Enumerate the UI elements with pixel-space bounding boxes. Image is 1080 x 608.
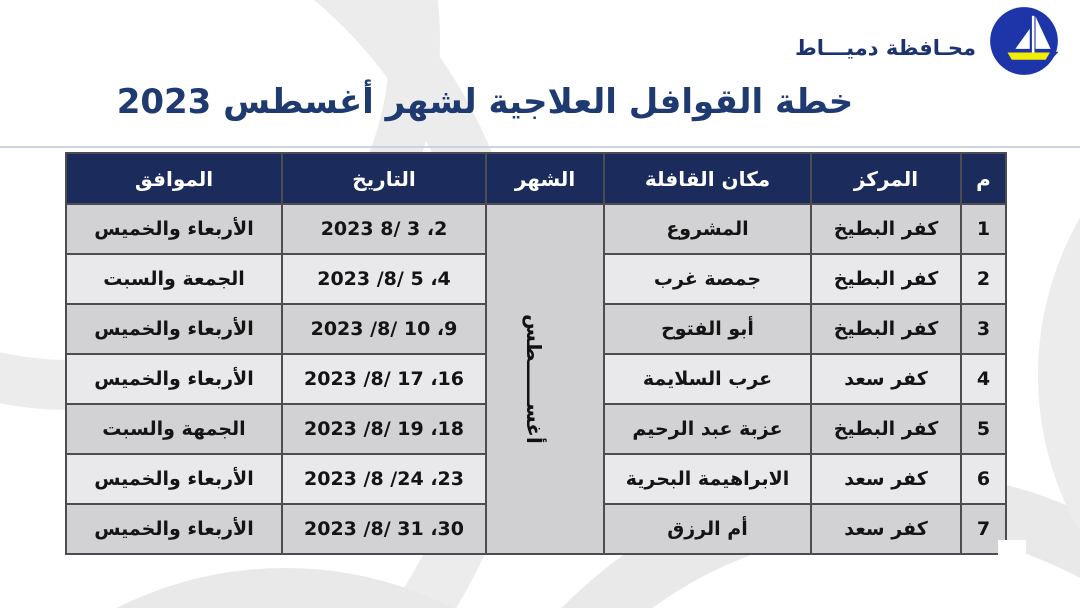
table-row: 4 كفر سعد عرب السلايمة 16، 17 /8/ 2023 ا… <box>65 353 1007 405</box>
cell-date: 16، 17 /8/ 2023 <box>281 353 487 405</box>
cell-date: 30، 31 /8/ 2023 <box>281 503 487 555</box>
page-title: خطة القوافل العلاجية لشهر أغسطس 2023 <box>116 82 854 122</box>
month-vertical-label: أغســــــطس <box>522 314 547 444</box>
cell-date: 2، 3 /8 2023 <box>281 203 487 255</box>
sailboat-logo-icon <box>990 7 1059 75</box>
table-row: 1 كفر البطيخ المشروع أغســــــطس 2، 3 /8… <box>65 203 1007 555</box>
cell-weekdays: الأربعاء والخميس <box>65 303 283 355</box>
cell-place: جمصة غرب <box>603 253 812 305</box>
header-number: م <box>960 152 1007 205</box>
governorate-name: محـافظة دميـــاط <box>794 36 976 60</box>
table-row: 7 كفر سعد أم الرزق 30، 31 /8/ 2023 الأرب… <box>65 503 1007 555</box>
cell-place: الابراهيمة البحرية <box>603 453 812 505</box>
governorate-brand: محـافظة دميـــاط <box>795 5 1060 77</box>
cell-weekdays: الجمعة والسبت <box>65 253 283 305</box>
cell-number: 4 <box>960 353 1007 405</box>
cell-weekdays: الأربعاء والخميس <box>65 453 283 505</box>
header-date: التاريخ <box>281 152 487 205</box>
cell-number: 1 <box>960 203 1007 255</box>
cell-weekdays: الأربعاء والخميس <box>65 353 283 405</box>
header-row: م المركز مكان القافلة الشهر التاريخ المو… <box>65 152 1007 205</box>
cell-center: كفر البطيخ <box>810 303 962 355</box>
scan-artifact-notch <box>998 540 1026 570</box>
cell-date: 9، 10 /8/ 2023 <box>281 303 487 355</box>
cell-weekdays: الجمهة والسبت <box>65 403 283 455</box>
convoy-schedule-table: م المركز مكان القافلة الشهر التاريخ المو… <box>65 152 1007 555</box>
cell-date: 4، 5 /8/ 2023 <box>281 253 487 305</box>
cell-center: كفر البطيخ <box>810 203 962 255</box>
cell-number: 5 <box>960 403 1007 455</box>
cell-center: كفر سعد <box>810 453 962 505</box>
cell-weekdays: الأربعاء والخميس <box>65 203 283 255</box>
cell-date: 18، 19 /8/ 2023 <box>281 403 487 455</box>
table-row: 2 كفر البطيخ جمصة غرب 4، 5 /8/ 2023 الجم… <box>65 253 1007 305</box>
cell-center: كفر سعد <box>810 503 962 555</box>
cell-number: 6 <box>960 453 1007 505</box>
cell-place: أبو الفتوح <box>603 303 812 355</box>
cell-place: عزبة عبد الرحيم <box>603 403 812 455</box>
header-month: الشهر <box>485 152 605 205</box>
cell-number: 3 <box>960 303 1007 355</box>
table-row: 6 كفر سعد الابراهيمة البحرية 23، 24/ 8/ … <box>65 453 1007 505</box>
title-divider <box>0 146 1080 148</box>
table-row: 3 كفر البطيخ أبو الفتوح 9، 10 /8/ 2023 ا… <box>65 303 1007 355</box>
cell-place: أم الرزق <box>603 503 812 555</box>
cell-date: 23، 24/ 8/ 2023 <box>281 453 487 505</box>
header-center: المركز <box>810 152 962 205</box>
cell-center: كفر البطيخ <box>810 403 962 455</box>
header-place: مكان القافلة <box>603 152 812 205</box>
cell-weekdays: الأربعاء والخميس <box>65 503 283 555</box>
header-weekdays: الموافق <box>65 152 283 205</box>
cell-center: كفر سعد <box>810 353 962 405</box>
cell-place: عرب السلايمة <box>603 353 812 405</box>
cell-center: كفر البطيخ <box>810 253 962 305</box>
cell-month: أغســــــطس <box>485 203 605 555</box>
table-row: 5 كفر البطيخ عزبة عبد الرحيم 18، 19 /8/ … <box>65 403 1007 455</box>
cell-number: 2 <box>960 253 1007 305</box>
cell-place: المشروع <box>603 203 812 255</box>
